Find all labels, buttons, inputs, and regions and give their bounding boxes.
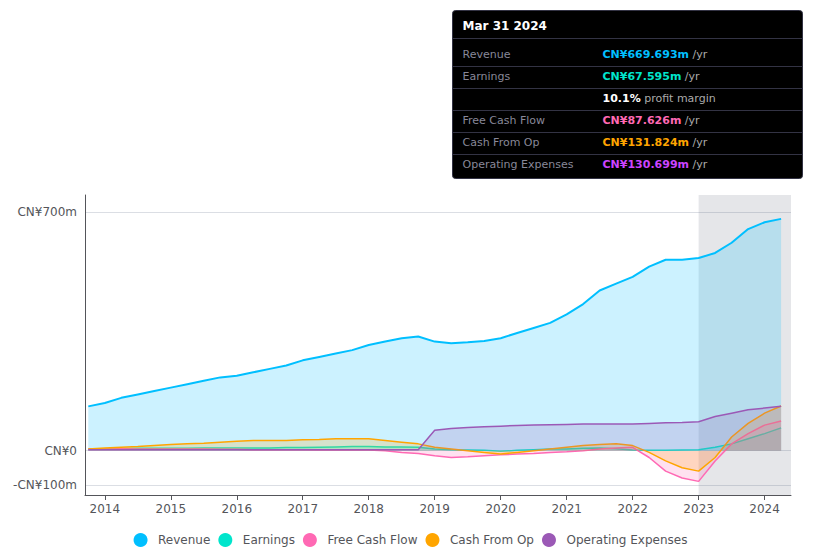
svg-text:/yr: /yr — [689, 48, 708, 61]
svg-text:profit margin: profit margin — [641, 92, 716, 105]
svg-text:10.1%: 10.1% — [603, 92, 641, 105]
svg-text:Operating Expenses: Operating Expenses — [463, 158, 574, 171]
svg-text:Mar 31 2024: Mar 31 2024 — [463, 19, 547, 33]
svg-text:Revenue: Revenue — [158, 533, 210, 547]
svg-text:Revenue: Revenue — [463, 48, 511, 61]
svg-text:CN¥130.699m: CN¥130.699m — [603, 158, 690, 171]
svg-text:2019: 2019 — [419, 502, 450, 516]
svg-text:2021: 2021 — [551, 502, 582, 516]
svg-text:CN¥87.626m: CN¥87.626m — [603, 114, 682, 127]
svg-text:2014: 2014 — [90, 502, 121, 516]
svg-text:Operating Expenses: Operating Expenses — [566, 533, 687, 547]
svg-text:CN¥67.595m: CN¥67.595m — [603, 70, 682, 83]
svg-text:Free Cash Flow: Free Cash Flow — [327, 533, 417, 547]
svg-text:/yr: /yr — [689, 158, 708, 171]
svg-text:CN¥669.693m: CN¥669.693m — [603, 48, 690, 61]
svg-text:2023: 2023 — [683, 502, 714, 516]
svg-text:Earnings: Earnings — [463, 70, 511, 83]
svg-text:2015: 2015 — [156, 502, 187, 516]
svg-text:CN¥700m: CN¥700m — [17, 205, 77, 219]
svg-text:/yr: /yr — [681, 70, 700, 83]
svg-text:Cash From Op: Cash From Op — [463, 136, 540, 149]
svg-text:2020: 2020 — [485, 502, 516, 516]
svg-text:2016: 2016 — [221, 502, 252, 516]
svg-text:Free Cash Flow: Free Cash Flow — [463, 114, 546, 127]
svg-text:2024: 2024 — [749, 502, 780, 516]
svg-text:-CN¥100m: -CN¥100m — [13, 478, 77, 492]
svg-text:2022: 2022 — [617, 502, 648, 516]
svg-text:CN¥0: CN¥0 — [44, 444, 77, 458]
svg-text:2018: 2018 — [353, 502, 384, 516]
svg-text:CN¥131.824m: CN¥131.824m — [603, 136, 690, 149]
svg-text:Cash From Op: Cash From Op — [450, 533, 534, 547]
svg-text:Earnings: Earnings — [243, 533, 295, 547]
svg-text:/yr: /yr — [689, 136, 708, 149]
svg-text:2017: 2017 — [287, 502, 318, 516]
svg-text:/yr: /yr — [681, 114, 700, 127]
